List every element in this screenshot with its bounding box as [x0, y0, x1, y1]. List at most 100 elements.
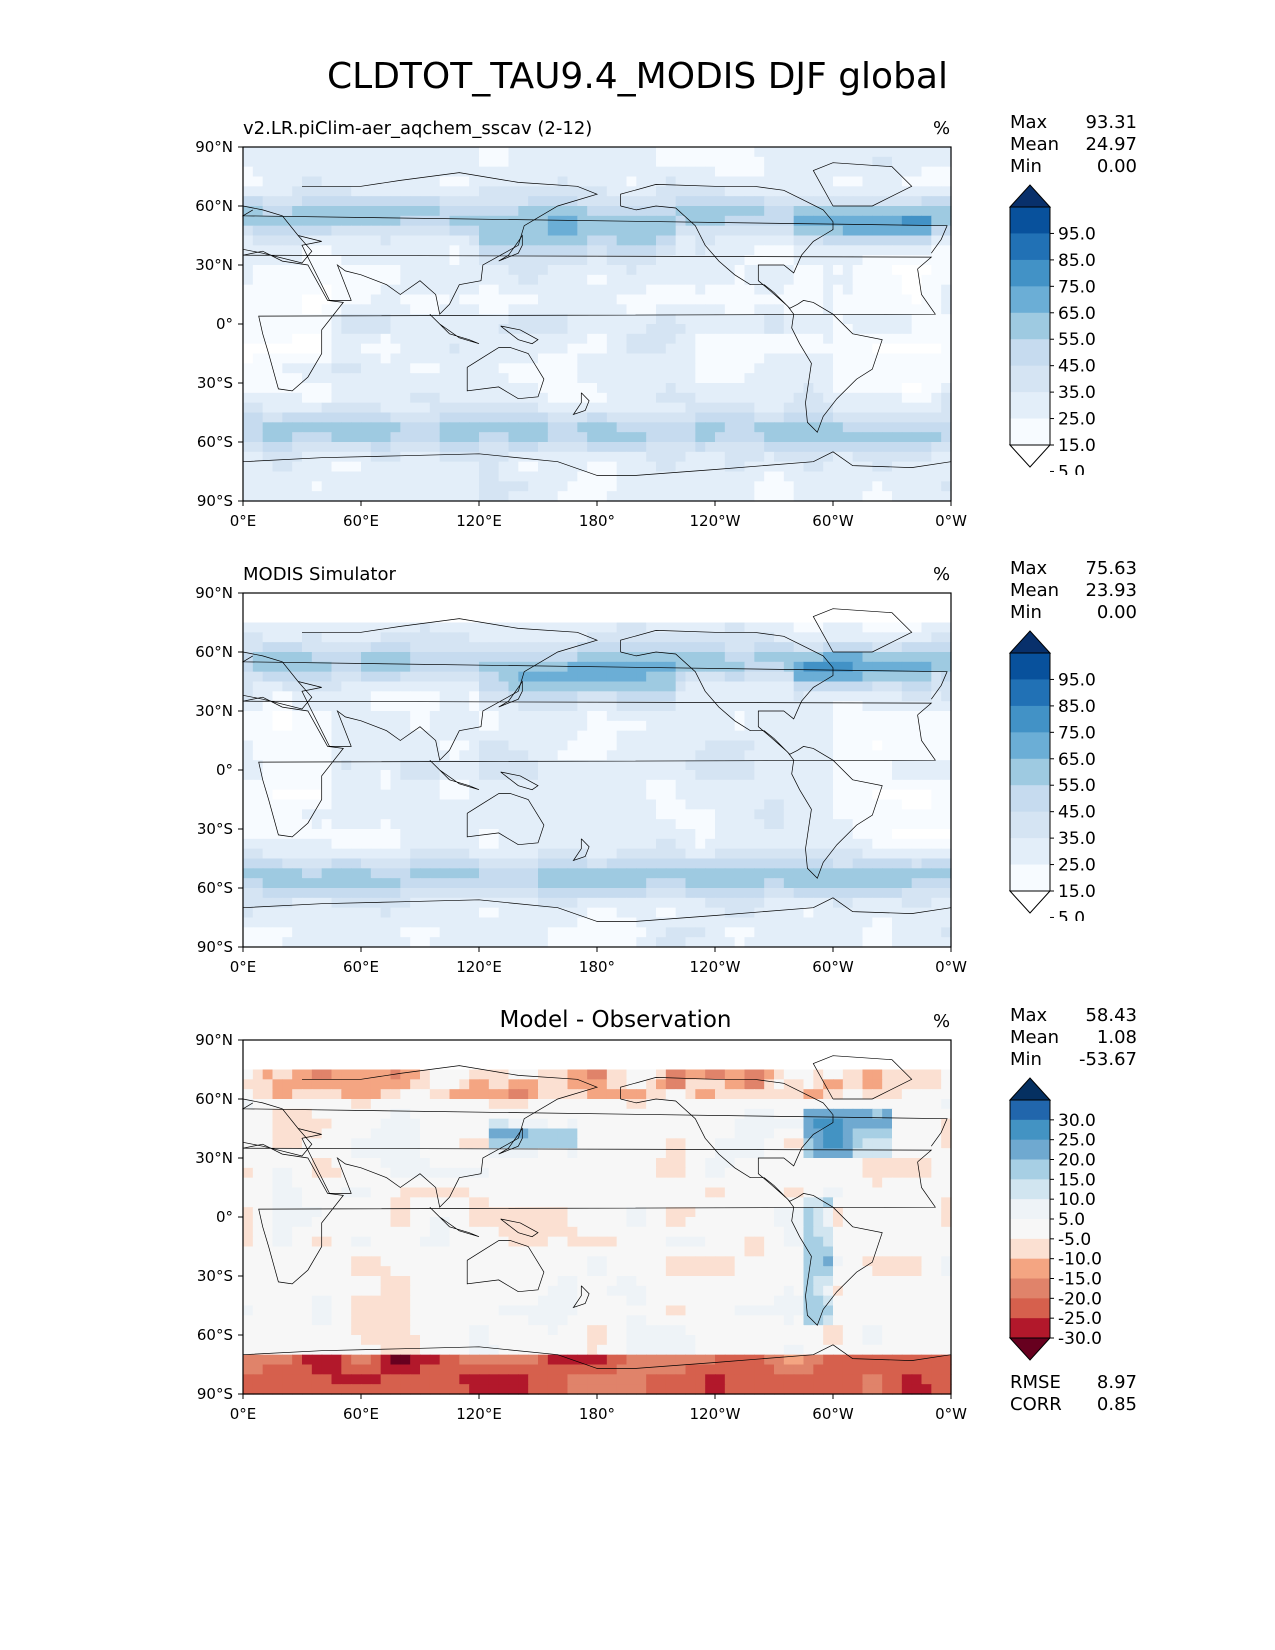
y-tick-label: 0°	[216, 761, 233, 779]
colorbar-tick-label: 45.0	[1058, 357, 1096, 377]
colorbar-tick-label: 25.0	[1058, 856, 1096, 876]
x-tick-label: 120°E	[456, 958, 502, 976]
colorbar-tick-label: -30.0	[1058, 1329, 1102, 1349]
stat-value: 23.93	[1085, 580, 1137, 601]
colorbar-tick-label: 5.0	[1058, 908, 1085, 921]
panel-units: %	[933, 1011, 951, 1032]
x-tick-label: 60°E	[343, 958, 379, 976]
y-tick-label: 90°N	[195, 584, 233, 602]
x-tick-label: 0°E	[230, 512, 257, 530]
colorbar-diff: 30.025.020.015.010.05.0-5.0-10.0-15.0-20…	[1008, 1077, 1102, 1361]
map-panel-test: 0°E 60°E 120°E 180° 120°W 60°W 0°W 90°N 60°N 30°N…	[195, 138, 967, 530]
colorbar-tick-label: 15.0	[1058, 436, 1096, 456]
y-tick-label: 60°S	[197, 879, 233, 897]
colorbar-tick-label: 75.0	[1058, 723, 1096, 743]
colorbar-tick-label: 55.0	[1058, 776, 1096, 796]
x-tick-label: 120°E	[456, 512, 502, 530]
y-tick-label: 30°S	[197, 1267, 233, 1285]
panel-footer-stats: RMSE 8.97 CORR 0.85	[1010, 1372, 1137, 1416]
colorbar-tick-label: 15.0	[1058, 1170, 1096, 1190]
stat-label: Min	[1010, 602, 1042, 623]
x-tick-label: 60°E	[343, 512, 379, 530]
panel-units: %	[933, 564, 951, 585]
x-tick-label: 0°E	[230, 958, 257, 976]
colorbar-tick-label: 25.0	[1058, 1131, 1096, 1151]
y-tick-label: 90°S	[197, 938, 233, 956]
x-tick-label: 120°E	[456, 1405, 502, 1423]
y-tick-label: 0°	[216, 315, 233, 333]
stat-row: Mean 1.08	[1010, 1027, 1137, 1049]
stat-row: Max 58.43	[1010, 1005, 1137, 1027]
colorbar-tick-label: -20.0	[1058, 1289, 1102, 1309]
stat-label: Min	[1010, 1049, 1042, 1070]
colorbar-tick-label: -10.0	[1058, 1250, 1102, 1270]
colorbar-tick-label: 75.0	[1058, 277, 1096, 297]
colorbar-tick-label: 15.0	[1058, 882, 1096, 902]
coastlines	[241, 162, 952, 476]
stat-label: Max	[1010, 112, 1048, 133]
y-tick-label: 30°S	[197, 820, 233, 838]
y-tick-label: 60°S	[197, 1326, 233, 1344]
y-tick-label: 90°S	[197, 492, 233, 510]
stat-row: Min -53.67	[1010, 1049, 1137, 1071]
stat-row: Mean 24.97	[1010, 134, 1137, 156]
colorbar-tick-label: 55.0	[1058, 330, 1096, 350]
stat-label: Mean	[1010, 580, 1060, 601]
x-tick-label: 0°E	[230, 1405, 257, 1423]
figure-title: CLDTOT_TAU9.4_MODIS DJF global	[327, 56, 948, 97]
colorbar-test: 95.0 85.0 75.0 65.0 55.0 45.0 35.0 25.0 15.0 5.0	[1008, 184, 1096, 475]
y-tick-label: 30°N	[195, 256, 233, 274]
y-tick-label: 60°N	[195, 197, 233, 215]
x-tick-label: 0°W	[935, 512, 967, 530]
stat-value: 58.43	[1085, 1005, 1137, 1026]
y-tick-label: 90°N	[195, 138, 233, 156]
panel-units: %	[933, 118, 951, 139]
stat-row: Mean 23.93	[1010, 580, 1137, 602]
y-tick-label: 30°N	[195, 702, 233, 720]
colorbar-tick-label: 45.0	[1058, 803, 1096, 823]
stat-label: CORR	[1010, 1394, 1062, 1415]
colorbar-tick-label: 85.0	[1058, 697, 1096, 717]
x-tick-label: 60°W	[812, 1405, 854, 1423]
stat-value: 93.31	[1085, 112, 1137, 133]
x-tick-label: 120°W	[690, 1405, 741, 1423]
stat-row: CORR 0.85	[1010, 1394, 1137, 1416]
colorbar-tick-label: 95.0	[1058, 670, 1096, 690]
stat-value: 1.08	[1096, 1027, 1137, 1048]
colorbar-ref: 95.0 85.0 75.0 65.0 55.0 45.0 35.0 25.0 15.0 5.0	[1008, 630, 1096, 921]
stat-value: -53.67	[1078, 1049, 1137, 1070]
stat-label: Max	[1010, 1005, 1048, 1026]
panel-title: MODIS Simulator	[243, 564, 396, 585]
colorbar-tick-label: -25.0	[1058, 1309, 1102, 1329]
x-tick-label: 0°W	[935, 1405, 967, 1423]
colorbar-tick-label: 65.0	[1058, 304, 1096, 324]
y-tick-label: 30°S	[197, 374, 233, 392]
panel-stats: Max 58.43 Mean 1.08 Min -53.67	[1010, 1005, 1137, 1071]
panel-stats: Max 93.31 Mean 24.97 Min 0.00	[1010, 112, 1137, 178]
stat-row: Max 75.63	[1010, 558, 1137, 580]
stat-row: RMSE 8.97	[1010, 1372, 1137, 1394]
stat-value: 0.85	[1096, 1394, 1137, 1415]
y-tick-label: 60°N	[195, 1090, 233, 1108]
x-tick-label: 180°	[579, 958, 615, 976]
colorbar-tick-label: 65.0	[1058, 750, 1096, 770]
map-panel-diff: 0°E 60°E 120°E 180° 120°W 60°W 0°W 90°N 60°N 30°N…	[195, 1031, 967, 1423]
panel-title: v2.LR.piClim-aer_aqchem_sscav (2-12)	[243, 118, 593, 139]
y-tick-label: 60°N	[195, 643, 233, 661]
colorbar-tick-label: 30.0	[1058, 1111, 1096, 1131]
x-tick-label: 180°	[579, 512, 615, 530]
colorbar-tick-label: 35.0	[1058, 383, 1096, 403]
stat-value: 0.00	[1096, 602, 1137, 623]
y-tick-label: 90°S	[197, 1385, 233, 1403]
map-panel-ref: 0°E 60°E 120°E 180° 120°W 60°W 0°W 90°N 60°N 30°N…	[195, 584, 967, 976]
colorbar-tick-label: -15.0	[1058, 1270, 1102, 1290]
x-tick-label: 60°W	[812, 958, 854, 976]
coastlines	[241, 608, 952, 922]
colorbar-tick-label: 25.0	[1058, 410, 1096, 430]
stat-row: Min 0.00	[1010, 156, 1137, 178]
stat-value: 75.63	[1085, 558, 1137, 579]
colorbar-tick-label: 5.0	[1058, 462, 1085, 475]
colorbar-tick-label: -5.0	[1058, 1230, 1091, 1250]
stat-label: RMSE	[1010, 1372, 1061, 1393]
map-field	[243, 1040, 952, 1395]
